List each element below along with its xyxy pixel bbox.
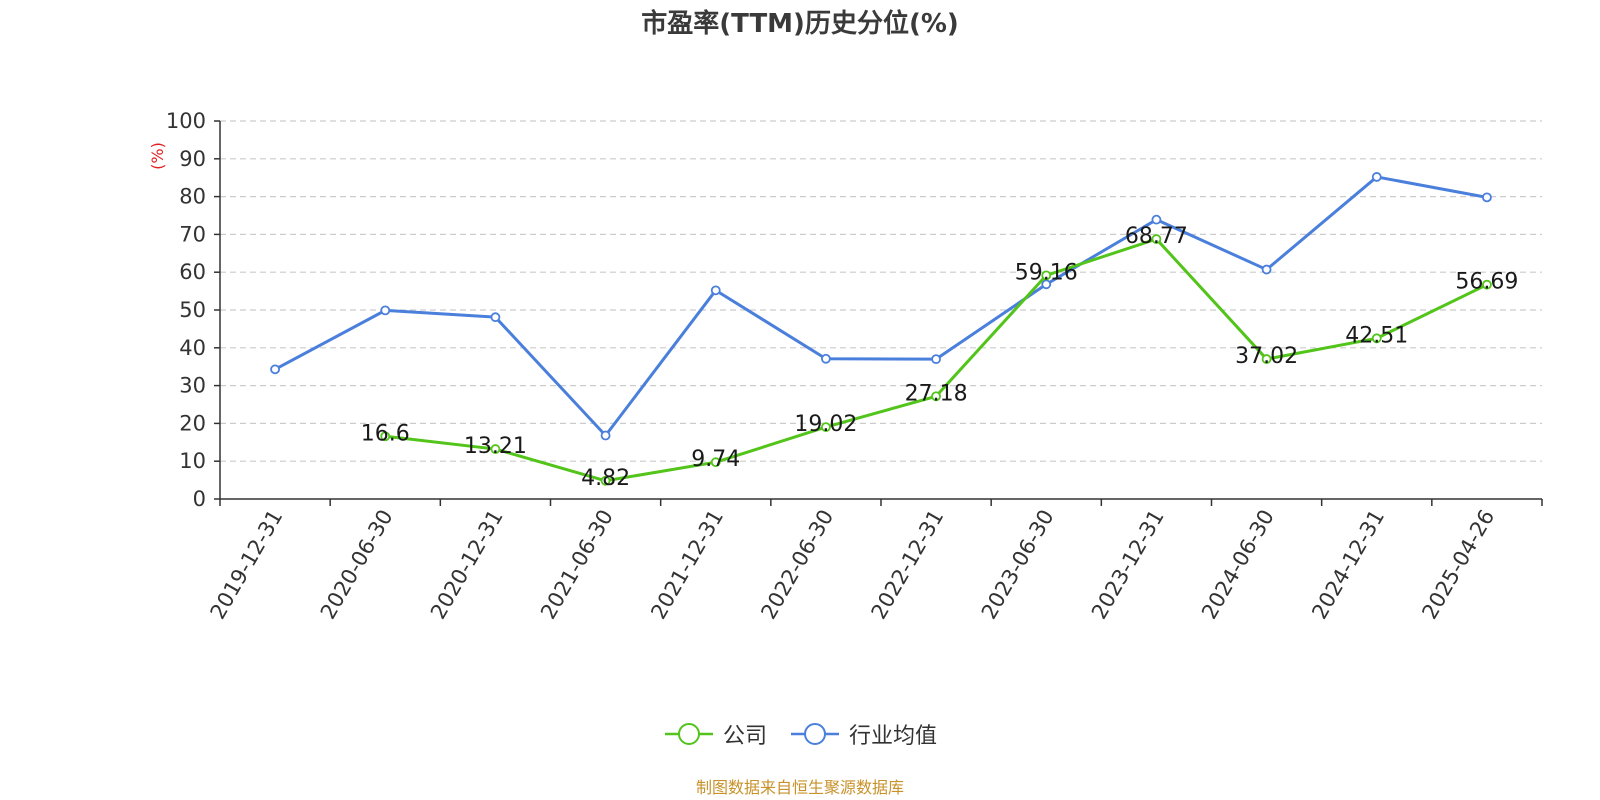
series-1-point [490, 312, 501, 323]
series-1-point [1151, 214, 1162, 225]
chart-title: 市盈率(TTM)历史分位(%) [641, 9, 959, 39]
series-1-point [710, 285, 721, 296]
series-0-point [490, 444, 501, 454]
data-label: 13.21 [464, 434, 527, 459]
series-0-point [710, 457, 721, 468]
y-tick-label: 0 [193, 487, 206, 511]
y-tick-label: 20 [179, 411, 206, 435]
series-0-point [1151, 234, 1162, 244]
series-1-point [1261, 264, 1272, 275]
x-tick-label: 2020-12-31 [426, 506, 508, 624]
data-label: 42.51 [1345, 323, 1408, 348]
x-tick-label: 2019-12-31 [206, 506, 288, 624]
legend-label: 行业均值 [849, 724, 938, 749]
data-label: 37.02 [1235, 344, 1298, 369]
series-1-point [600, 430, 611, 441]
x-tick-label: 2021-12-31 [646, 506, 728, 624]
data-label: 16.6 [361, 421, 410, 446]
y-tick-label: 30 [179, 374, 206, 398]
y-tick-label: 80 [179, 185, 206, 209]
series-0-point [821, 422, 831, 433]
x-tick-label: 2022-06-30 [756, 506, 838, 624]
legend-item-0[interactable]: 公司 [663, 718, 767, 750]
series-line-1 [274, 175, 1488, 437]
x-tick-label: 2021-06-30 [536, 506, 618, 624]
legend-item-1[interactable]: 行业均值 [789, 718, 937, 750]
series-0-point [600, 475, 611, 486]
source-note: 制图数据来自恒生聚源数据库 [695, 778, 904, 797]
y-axis-label: (%) [148, 142, 167, 170]
data-labels: 16.6 13.21 4.82 9.74 19.02 27.18 59.16 68.77 37.… [361, 224, 1519, 491]
legend-line-circle-icon [791, 723, 839, 745]
series-1-point [1482, 192, 1492, 203]
series-0-point [1482, 279, 1492, 290]
x-tick-label: 2020-06-30 [316, 506, 398, 624]
y-tick-label: 100 [166, 109, 206, 133]
x-tick-label: 2023-12-31 [1087, 506, 1169, 624]
series-0-point [1041, 270, 1052, 281]
series-1-point [1041, 279, 1052, 290]
axes: 0 10 20 30 40 50 60 70 80 90 100 (%) 2019-12-31 2020-… [148, 109, 1543, 624]
series-0-point [1371, 333, 1382, 344]
data-label: 56.69 [1455, 270, 1518, 295]
series-0-point [1261, 354, 1272, 364]
series-lines [270, 172, 1492, 486]
x-tick-label: 2024-12-31 [1307, 506, 1389, 624]
series-1-point [1371, 172, 1382, 182]
series-0-point [931, 391, 941, 402]
series-1-point [380, 305, 391, 316]
x-tick-label: 2022-12-31 [867, 506, 949, 624]
x-tick-label: 2025-04-26 [1417, 506, 1499, 624]
y-tick-label: 90 [179, 147, 206, 171]
data-label: 68.77 [1125, 224, 1188, 249]
data-label: 9.74 [691, 447, 740, 472]
legend: 公司 行业均值 [0, 718, 1600, 750]
series-1-point [931, 354, 941, 365]
series-1-point [821, 353, 831, 364]
y-tick-label: 50 [179, 298, 206, 322]
x-tick-label: 2024-06-30 [1197, 506, 1279, 624]
y-tick-label: 60 [179, 260, 206, 284]
x-tick-label: 2023-06-30 [977, 506, 1059, 624]
grid-lines [220, 120, 1542, 462]
y-tick-label: 10 [179, 449, 206, 473]
series-0-point [380, 431, 391, 442]
series-1-point [270, 364, 280, 375]
y-tick-label: 70 [179, 222, 206, 246]
y-tick-label: 40 [179, 336, 206, 360]
legend-label: 公司 [722, 724, 767, 749]
legend-line-circle-icon [664, 723, 713, 745]
data-label: 4.82 [581, 466, 630, 491]
data-label: 27.18 [905, 381, 968, 406]
data-label: 19.02 [794, 412, 857, 437]
data-label: 59.16 [1015, 260, 1078, 285]
